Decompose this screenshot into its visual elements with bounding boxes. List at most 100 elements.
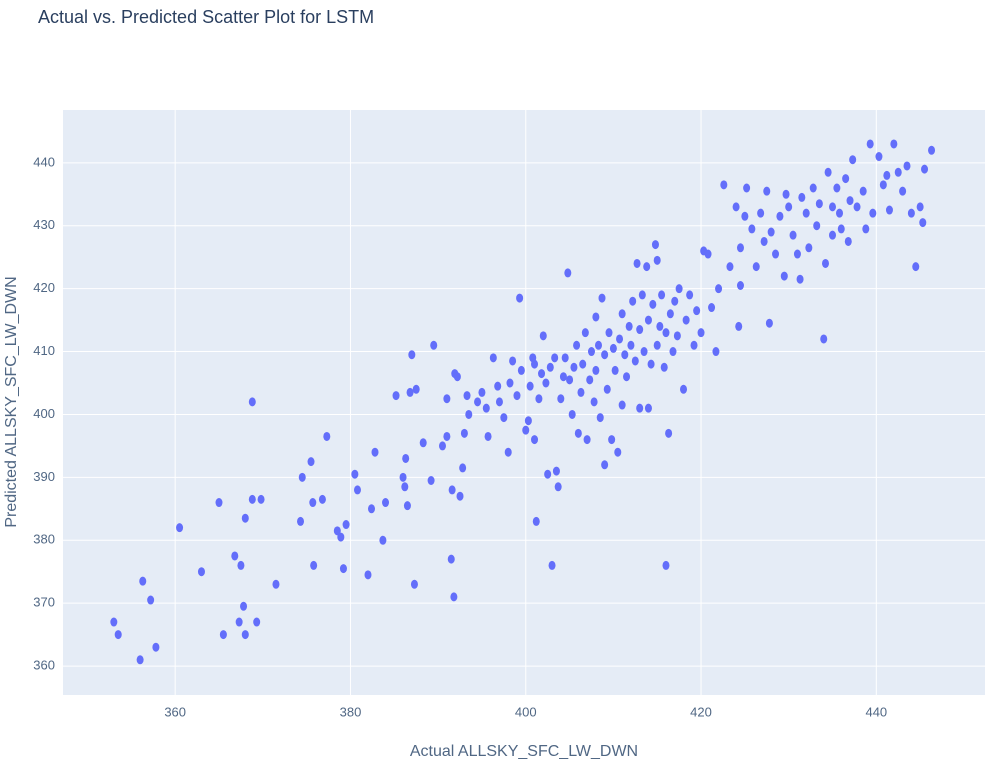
chart-title: Actual vs. Predicted Scatter Plot for LS… [38,7,374,27]
point [581,328,589,338]
point [577,387,585,397]
point [875,152,883,162]
point [829,230,837,240]
point [484,431,492,441]
point [535,394,543,404]
point [570,362,578,372]
point [609,343,617,353]
point [509,356,517,366]
point [241,630,249,640]
point [879,180,887,190]
point [805,243,813,253]
point [690,340,698,350]
point [644,315,652,325]
point [427,476,435,485]
point [767,227,775,237]
point [625,321,633,331]
point [618,400,626,410]
point [665,428,673,438]
point [382,498,390,508]
point [494,381,502,391]
point [297,516,305,526]
point [516,293,524,303]
point [538,369,546,379]
point [633,258,641,268]
point [671,296,679,306]
point [682,315,690,325]
point [765,318,773,328]
y-tick-label: 430 [33,217,55,232]
point [598,293,606,303]
point [928,145,936,155]
point [460,428,468,438]
point [662,560,670,570]
point [720,180,728,190]
point [605,328,613,338]
point [837,224,845,234]
x-tick-label: 440 [865,704,887,719]
point [743,183,751,193]
x-tick-label: 380 [340,704,362,719]
point [666,309,674,319]
point [248,494,256,504]
point [551,353,559,363]
point [735,321,743,331]
y-tick-label: 390 [33,469,55,484]
point [408,350,416,360]
point [601,460,609,470]
point [465,409,473,419]
point [919,218,927,228]
point [629,296,637,306]
point [403,501,411,511]
point [410,579,418,589]
point [253,617,261,627]
point [309,498,317,508]
point [522,425,530,435]
y-axis-title: Predicted ALLSKY_SFC_LW_DWN [3,276,20,527]
point [114,630,122,640]
point [697,328,705,338]
point [587,347,595,357]
point [793,249,801,259]
point [351,469,359,479]
point [592,365,600,375]
point [152,642,160,652]
point [504,447,512,457]
point [532,516,540,526]
point [704,249,712,259]
point [568,409,576,419]
point [544,469,552,479]
point [849,155,857,165]
point [546,362,554,372]
x-tick-label: 360 [164,704,186,719]
point [215,498,223,508]
point [459,463,467,473]
point [566,375,574,385]
point [608,435,616,445]
point [603,384,611,394]
point [653,340,661,350]
point [752,262,760,272]
point [333,526,341,536]
point [489,353,497,363]
y-tick-label: 380 [33,532,55,547]
point [647,359,655,369]
point [561,353,569,363]
x-axis-title: Actual ALLSKY_SFC_LW_DWN [410,743,638,760]
point [596,413,604,423]
point [614,447,622,457]
point [353,485,361,495]
point [899,186,907,196]
point [675,284,683,294]
point [673,331,681,341]
point [272,579,280,589]
point [337,532,345,542]
point [611,365,619,375]
point [912,262,920,272]
point [736,243,744,253]
point [495,397,503,407]
point [368,504,376,514]
point [559,372,567,382]
point [780,271,788,281]
